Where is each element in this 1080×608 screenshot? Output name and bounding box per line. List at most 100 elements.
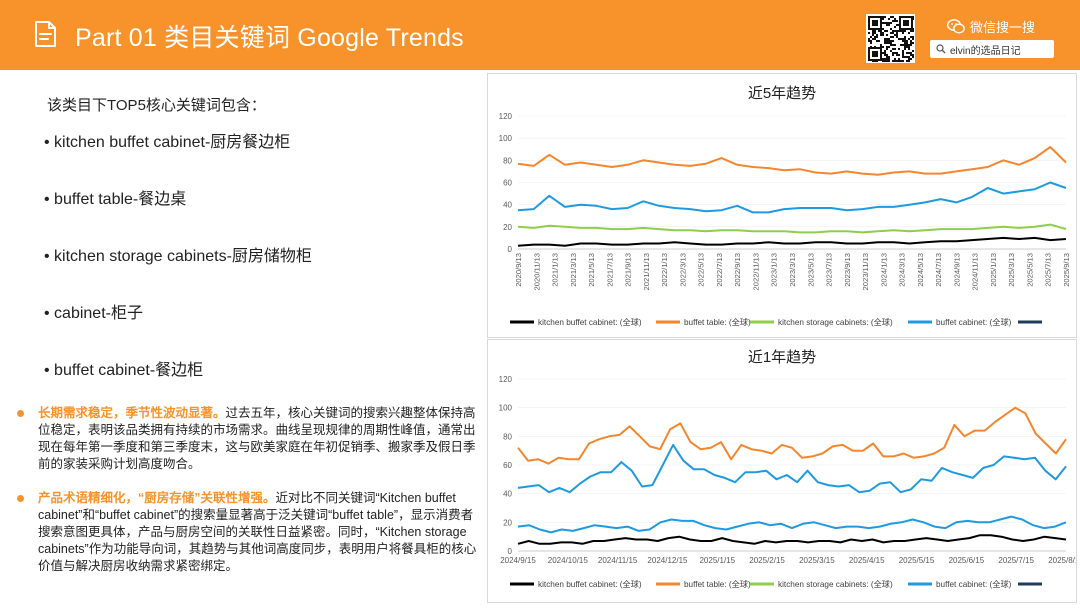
x-tick-label: 2021/9/13 <box>624 253 633 287</box>
y-tick-label: 80 <box>503 432 512 441</box>
x-tick-label: 2022/5/13 <box>697 253 706 287</box>
search-icon <box>936 44 946 54</box>
series-line-0 <box>517 534 1067 545</box>
insight-highlight: 长期需求稳定，季节性波动显著。 <box>38 406 226 420</box>
y-tick-label: 20 <box>503 223 512 232</box>
series-line-5 <box>517 515 1067 534</box>
legend-label: buffet table: (全球) <box>684 579 751 589</box>
x-tick-label: 2024/12/15 <box>647 556 688 565</box>
bullet-dot <box>17 495 24 502</box>
series-line-1 <box>517 406 1067 465</box>
y-tick-label: 120 <box>499 112 513 121</box>
bullet-dot <box>17 410 24 417</box>
x-tick-label: 2023/3/13 <box>788 253 797 287</box>
x-tick-label: 2025/3/13 <box>1007 253 1016 287</box>
x-tick-label: 2025/8/15 <box>1048 556 1076 565</box>
x-tick-label: 2024/7/13 <box>934 253 943 287</box>
qr-code-icon[interactable] <box>866 14 915 63</box>
x-tick-label: 2024/11/13 <box>971 253 980 290</box>
series-line-0 <box>517 236 1067 247</box>
x-tick-label: 2021/7/13 <box>605 253 614 287</box>
keyword-item: • kitchen storage cabinets-厨房储物柜 <box>44 248 312 265</box>
series-line-2 <box>517 223 1067 234</box>
insight-text: 近对比不同关键词“Kitchen buffet cabinet”和“buffet… <box>38 491 477 573</box>
search-input[interactable]: elvin的选品日记 <box>930 40 1054 58</box>
wechat-icon <box>947 18 965 34</box>
keyword-item: • buffet table-餐边桌 <box>44 191 187 208</box>
x-tick-label: 2025/6/15 <box>949 556 985 565</box>
chart-panel-1y: 近1年趋势 0 20 40 60 80 100 120 2024/9/15 2024/10/15… <box>487 339 1077 603</box>
y-tick-label: 60 <box>503 179 512 188</box>
x-tick-label: 2024/9/15 <box>500 556 536 565</box>
x-tick-label: 2024/9/13 <box>952 253 961 287</box>
y-tick-label: 40 <box>503 490 512 499</box>
x-tick-label: 2025/5/13 <box>1025 253 1034 287</box>
x-tick-label: 2025/3/15 <box>799 556 835 565</box>
x-tick-label: 2023/5/13 <box>806 253 815 287</box>
x-tick-label: 2021/5/13 <box>587 253 596 287</box>
chart-panel-5y: 近5年趋势 0 20 40 60 80 100 120 2020/9/13 2020/11/13… <box>487 73 1077 338</box>
y-tick-label: 0 <box>508 245 513 254</box>
insight-paragraph: 产品术语精细化，“厨房存储”关联性增强。近对比不同关键词“Kitchen buf… <box>38 490 478 575</box>
document-icon <box>35 21 56 47</box>
insight-text: 过去五年，核心关键词的搜索兴趣整体保持高位稳定，表明该品类拥有持续的市场需求。曲… <box>38 406 476 471</box>
y-tick-label: 80 <box>503 156 512 165</box>
x-tick-label: 2025/7/13 <box>1044 253 1053 287</box>
x-tick-label: 2023/1/13 <box>770 253 779 287</box>
search-text: elvin的选品日记 <box>950 45 1021 57</box>
x-tick-label: 2025/2/15 <box>749 556 785 565</box>
x-tick-label: 2024/5/13 <box>916 253 925 287</box>
x-tick-label: 2022/11/13 <box>751 253 760 290</box>
y-tick-label: 40 <box>503 201 512 210</box>
legend-label: kitchen storage cabinets: (全球) <box>778 579 893 589</box>
x-tick-label: 2025/9/13 <box>1062 253 1071 287</box>
insight-paragraph: 长期需求稳定，季节性波动显著。过去五年，核心关键词的搜索兴趣整体保持高位稳定，表… <box>38 405 478 473</box>
x-tick-label: 2022/7/13 <box>715 253 724 287</box>
legend-label: buffet cabinet: (全球) <box>936 579 1012 589</box>
y-tick-label: 0 <box>508 547 513 556</box>
legend-label: kitchen buffet cabinet: (全球) <box>538 579 642 589</box>
wechat-search-label[interactable]: 微信搜一搜 <box>947 15 1035 37</box>
x-tick-label: 2021/1/13 <box>551 253 560 287</box>
wechat-search-text: 微信搜一搜 <box>970 19 1036 35</box>
chart-title: 近5年趋势 <box>747 85 817 102</box>
keyword-item: • kitchen buffet cabinet-厨房餐边柜 <box>44 134 291 151</box>
legend-label: buffet table: (全球) <box>684 317 751 327</box>
header-bar: Part 01 类目关键词 Google Trends 微信搜一搜 elvin的… <box>0 0 1080 70</box>
legend-label: buffet cabinet: (全球) <box>936 317 1012 327</box>
x-tick-label: 2024/11/15 <box>598 556 638 565</box>
x-tick-label: 2022/3/13 <box>678 253 687 287</box>
x-tick-label: 2025/4/15 <box>849 556 885 565</box>
x-tick-label: 2022/1/13 <box>660 253 669 287</box>
x-tick-label: 2025/1/15 <box>699 556 735 565</box>
series-line-3 <box>517 443 1067 494</box>
x-tick-label: 2020/11/13 <box>532 253 541 290</box>
series-line-1 <box>517 146 1067 176</box>
series-line-3 <box>517 181 1067 214</box>
x-tick-label: 2025/7/15 <box>998 556 1034 565</box>
trend-chart-5y: 0 20 40 60 80 100 120 2020/9/13 2020/11/13 2021/1… <box>499 112 1071 327</box>
x-tick-label: 2023/7/13 <box>825 253 834 287</box>
page-title: Part 01 类目关键词 Google Trends <box>75 24 464 52</box>
y-tick-label: 20 <box>503 518 512 527</box>
x-tick-label: 2021/3/13 <box>569 253 578 287</box>
y-tick-label: 100 <box>499 404 513 413</box>
y-tick-label: 60 <box>503 461 512 470</box>
insight-highlight: 产品术语精细化，“厨房存储”关联性增强。 <box>38 491 276 505</box>
y-tick-label: 120 <box>499 375 513 384</box>
x-tick-label: 2022/9/13 <box>733 253 742 287</box>
y-tick-label: 100 <box>499 134 513 143</box>
legend-label: kitchen storage cabinets: (全球) <box>778 317 893 327</box>
trend-chart-1y: 0 20 40 60 80 100 120 2024/9/15 2024/10/15 2024/1… <box>499 375 1076 589</box>
x-tick-label: 2024/3/13 <box>898 253 907 287</box>
x-tick-label: 2025/1/13 <box>989 253 998 287</box>
x-tick-label: 2020/9/13 <box>514 253 523 287</box>
chart-title: 近1年趋势 <box>747 349 817 366</box>
x-tick-label: 2025/5/15 <box>899 556 935 565</box>
x-tick-label: 2024/1/13 <box>879 253 888 287</box>
x-tick-label: 2023/9/13 <box>843 253 852 287</box>
keyword-item: • buffet cabinet-餐边柜 <box>44 362 204 379</box>
keyword-item: • cabinet-柜子 <box>44 305 143 322</box>
keywords-intro: 该类目下TOP5核心关键词包含： <box>47 97 266 114</box>
x-tick-label: 2024/10/15 <box>548 556 589 565</box>
